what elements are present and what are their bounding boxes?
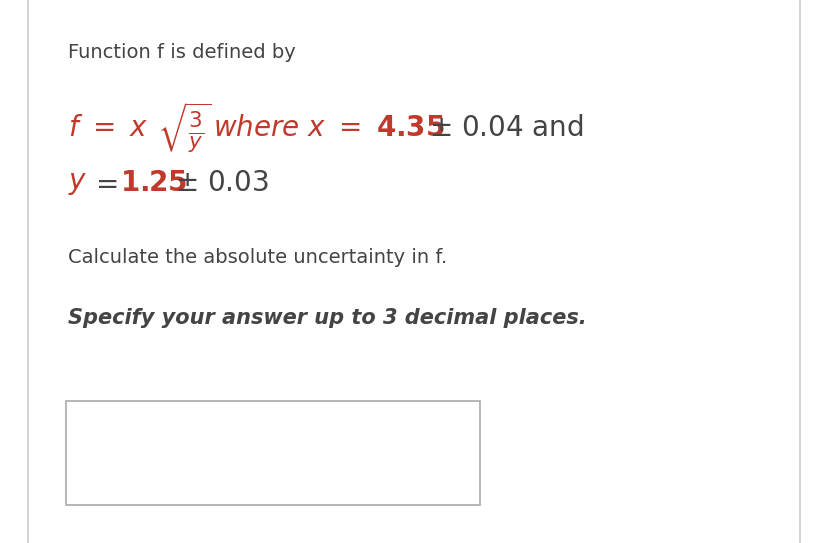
Text: $\mathit{y}$: $\mathit{y}$ xyxy=(68,169,88,197)
Text: $\mathit{where}\ x\ =\ $: $\mathit{where}\ x\ =\ $ xyxy=(213,114,361,142)
Text: $=\ $: $=\ $ xyxy=(90,169,117,197)
Text: Specify your answer up to 3 decimal places.: Specify your answer up to 3 decimal plac… xyxy=(68,308,586,328)
Text: Function f is defined by: Function f is defined by xyxy=(68,43,295,62)
Text: $\mathbf{4.35}$: $\mathbf{4.35}$ xyxy=(375,114,444,142)
Text: $f\ =\ x$: $f\ =\ x$ xyxy=(68,114,148,142)
Text: Calculate the absolute uncertainty in f.: Calculate the absolute uncertainty in f. xyxy=(68,248,447,267)
FancyBboxPatch shape xyxy=(66,401,480,505)
Text: $\mathbf{1.25}$: $\mathbf{1.25}$ xyxy=(120,169,187,197)
Text: $\pm\ 0.03$: $\pm\ 0.03$ xyxy=(174,169,269,197)
Text: $\pm$$\ 0.04$ and: $\pm$$\ 0.04$ and xyxy=(428,114,583,142)
Text: $\sqrt{\frac{3}{y}}$: $\sqrt{\frac{3}{y}}$ xyxy=(157,100,212,155)
